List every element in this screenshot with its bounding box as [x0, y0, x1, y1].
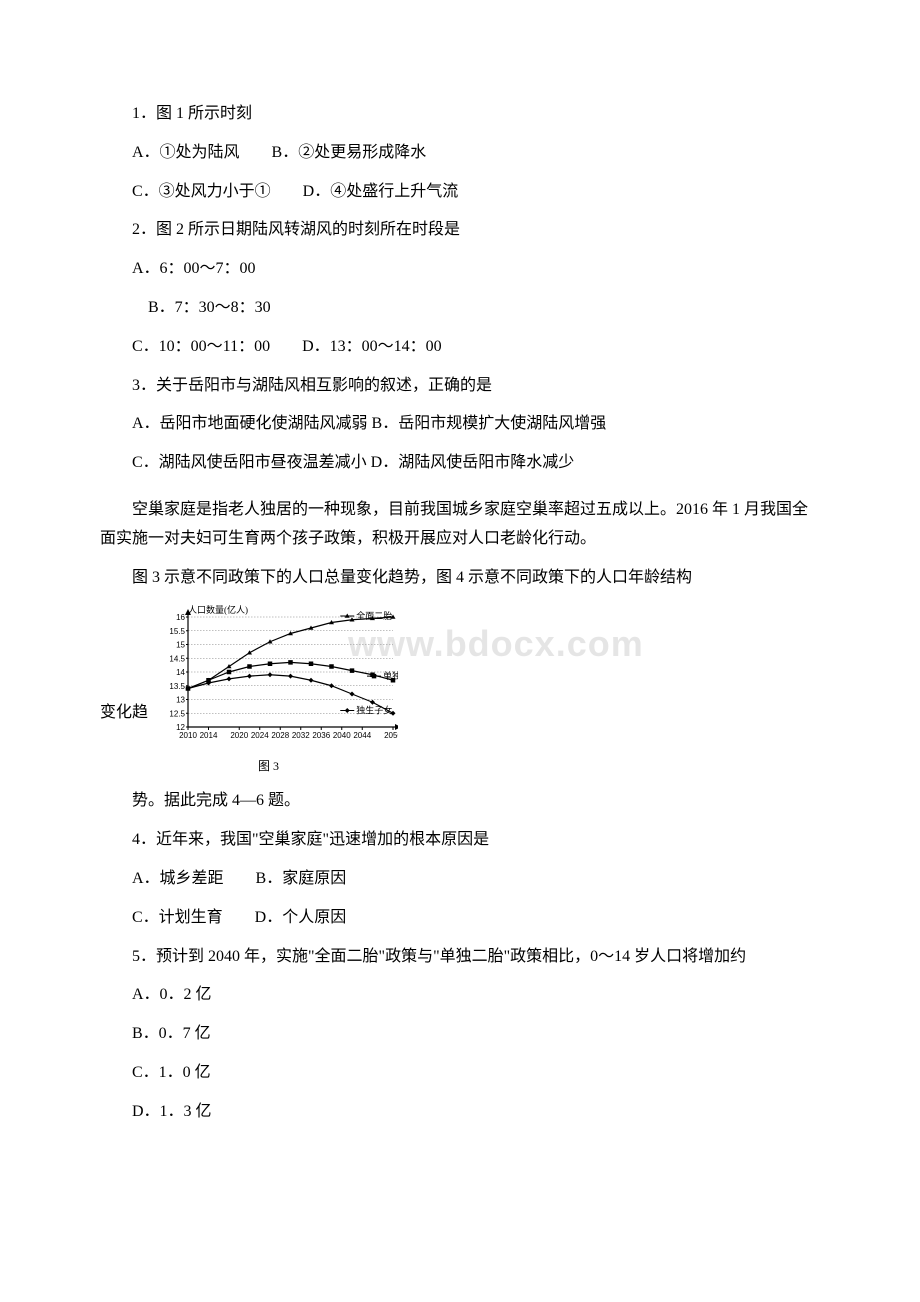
q1-stem: 1．图 1 所示时刻: [100, 100, 820, 129]
context-2-prefix: 图 3 示意不同政策下的人口总量变化趋势，图 4 示意不同政策下的人口年龄结构: [100, 564, 820, 593]
svg-text:15.5: 15.5: [169, 627, 185, 636]
chart-caption: 图 3: [258, 756, 279, 778]
q3-stem: 3．关于岳阳市与湖陆风相互影响的叙述，正确的是: [100, 372, 820, 401]
context-1: 空巢家庭是指老人独居的一种现象，目前我国城乡家庭空巢率超过五成以上。2016 年…: [100, 496, 820, 554]
context-2-left: 变化趋: [100, 699, 148, 778]
svg-text:2020: 2020: [230, 731, 248, 740]
svg-text:15: 15: [176, 641, 185, 650]
svg-text:2028: 2028: [271, 731, 289, 740]
q2-opt-cd: C．10：00～11：00 D．13：00～14：00: [100, 333, 820, 362]
chart-container: www.bdocx.com 人口数量(亿人) 1212.51313.51414.…: [158, 602, 418, 777]
svg-text:全面二胎: 全面二胎: [356, 610, 392, 621]
svg-text:2014: 2014: [200, 731, 218, 740]
q2-stem: 2．图 2 所示日期陆风转湖风的时刻所在时段是: [100, 216, 820, 245]
svg-text:独生子女: 独生子女: [356, 705, 392, 716]
q4-opt-cd: C．计划生育 D．个人原因: [100, 904, 820, 933]
q5-opt-d: D．1．3 亿: [100, 1098, 820, 1127]
svg-text:13: 13: [176, 696, 185, 705]
q3-opt-cd: C．湖陆风使岳阳市昼夜温差减小 D．湖陆风使岳阳市降水减少: [100, 449, 820, 478]
svg-text:单独二胎: 单独二胎: [383, 670, 398, 681]
svg-text:14: 14: [176, 668, 185, 677]
population-chart: 1212.51313.51414.51515.51620102014202020…: [158, 602, 398, 757]
svg-text:14.5: 14.5: [169, 655, 185, 664]
svg-text:12.5: 12.5: [169, 710, 185, 719]
svg-text:13.5: 13.5: [169, 682, 185, 691]
svg-text:2050: 2050: [384, 731, 398, 740]
q5-stem: 5．预计到 2040 年，实施"全面二胎"政策与"单独二胎"政策相比，0～14 …: [100, 943, 820, 972]
q2-opt-b: B．7：30～8：30: [100, 294, 820, 323]
q4-stem: 4．近年来，我国"空巢家庭"迅速增加的根本原因是: [100, 826, 820, 855]
q1-opt-cd: C．③处风力小于① D．④处盛行上升气流: [100, 178, 820, 207]
q5-opt-a: A．0．2 亿: [100, 981, 820, 1010]
svg-text:2024: 2024: [251, 731, 269, 740]
svg-text:16: 16: [176, 613, 185, 622]
q5-opt-b: B．0．7 亿: [100, 1020, 820, 1049]
q3-opt-ab: A．岳阳市地面硬化使湖陆风减弱 B．岳阳市规模扩大使湖陆风增强: [100, 410, 820, 439]
context-2-suffix: 势。据此完成 4—6 题。: [100, 787, 820, 816]
svg-text:2044: 2044: [353, 731, 371, 740]
svg-text:2040: 2040: [333, 731, 351, 740]
q2-opt-a: A．6：00～7：00: [100, 255, 820, 284]
svg-text:2032: 2032: [292, 731, 310, 740]
svg-text:2036: 2036: [312, 731, 330, 740]
q4-opt-ab: A．城乡差距 B．家庭原因: [100, 865, 820, 894]
q5-opt-c: C．1．0 亿: [100, 1059, 820, 1088]
chart-y-title: 人口数量(亿人): [188, 602, 248, 618]
q1-opt-ab: A．①处为陆风 B．②处更易形成降水: [100, 139, 820, 168]
chart-row: 变化趋 www.bdocx.com 人口数量(亿人) 1212.51313.51…: [100, 602, 820, 777]
svg-text:2010: 2010: [179, 731, 197, 740]
